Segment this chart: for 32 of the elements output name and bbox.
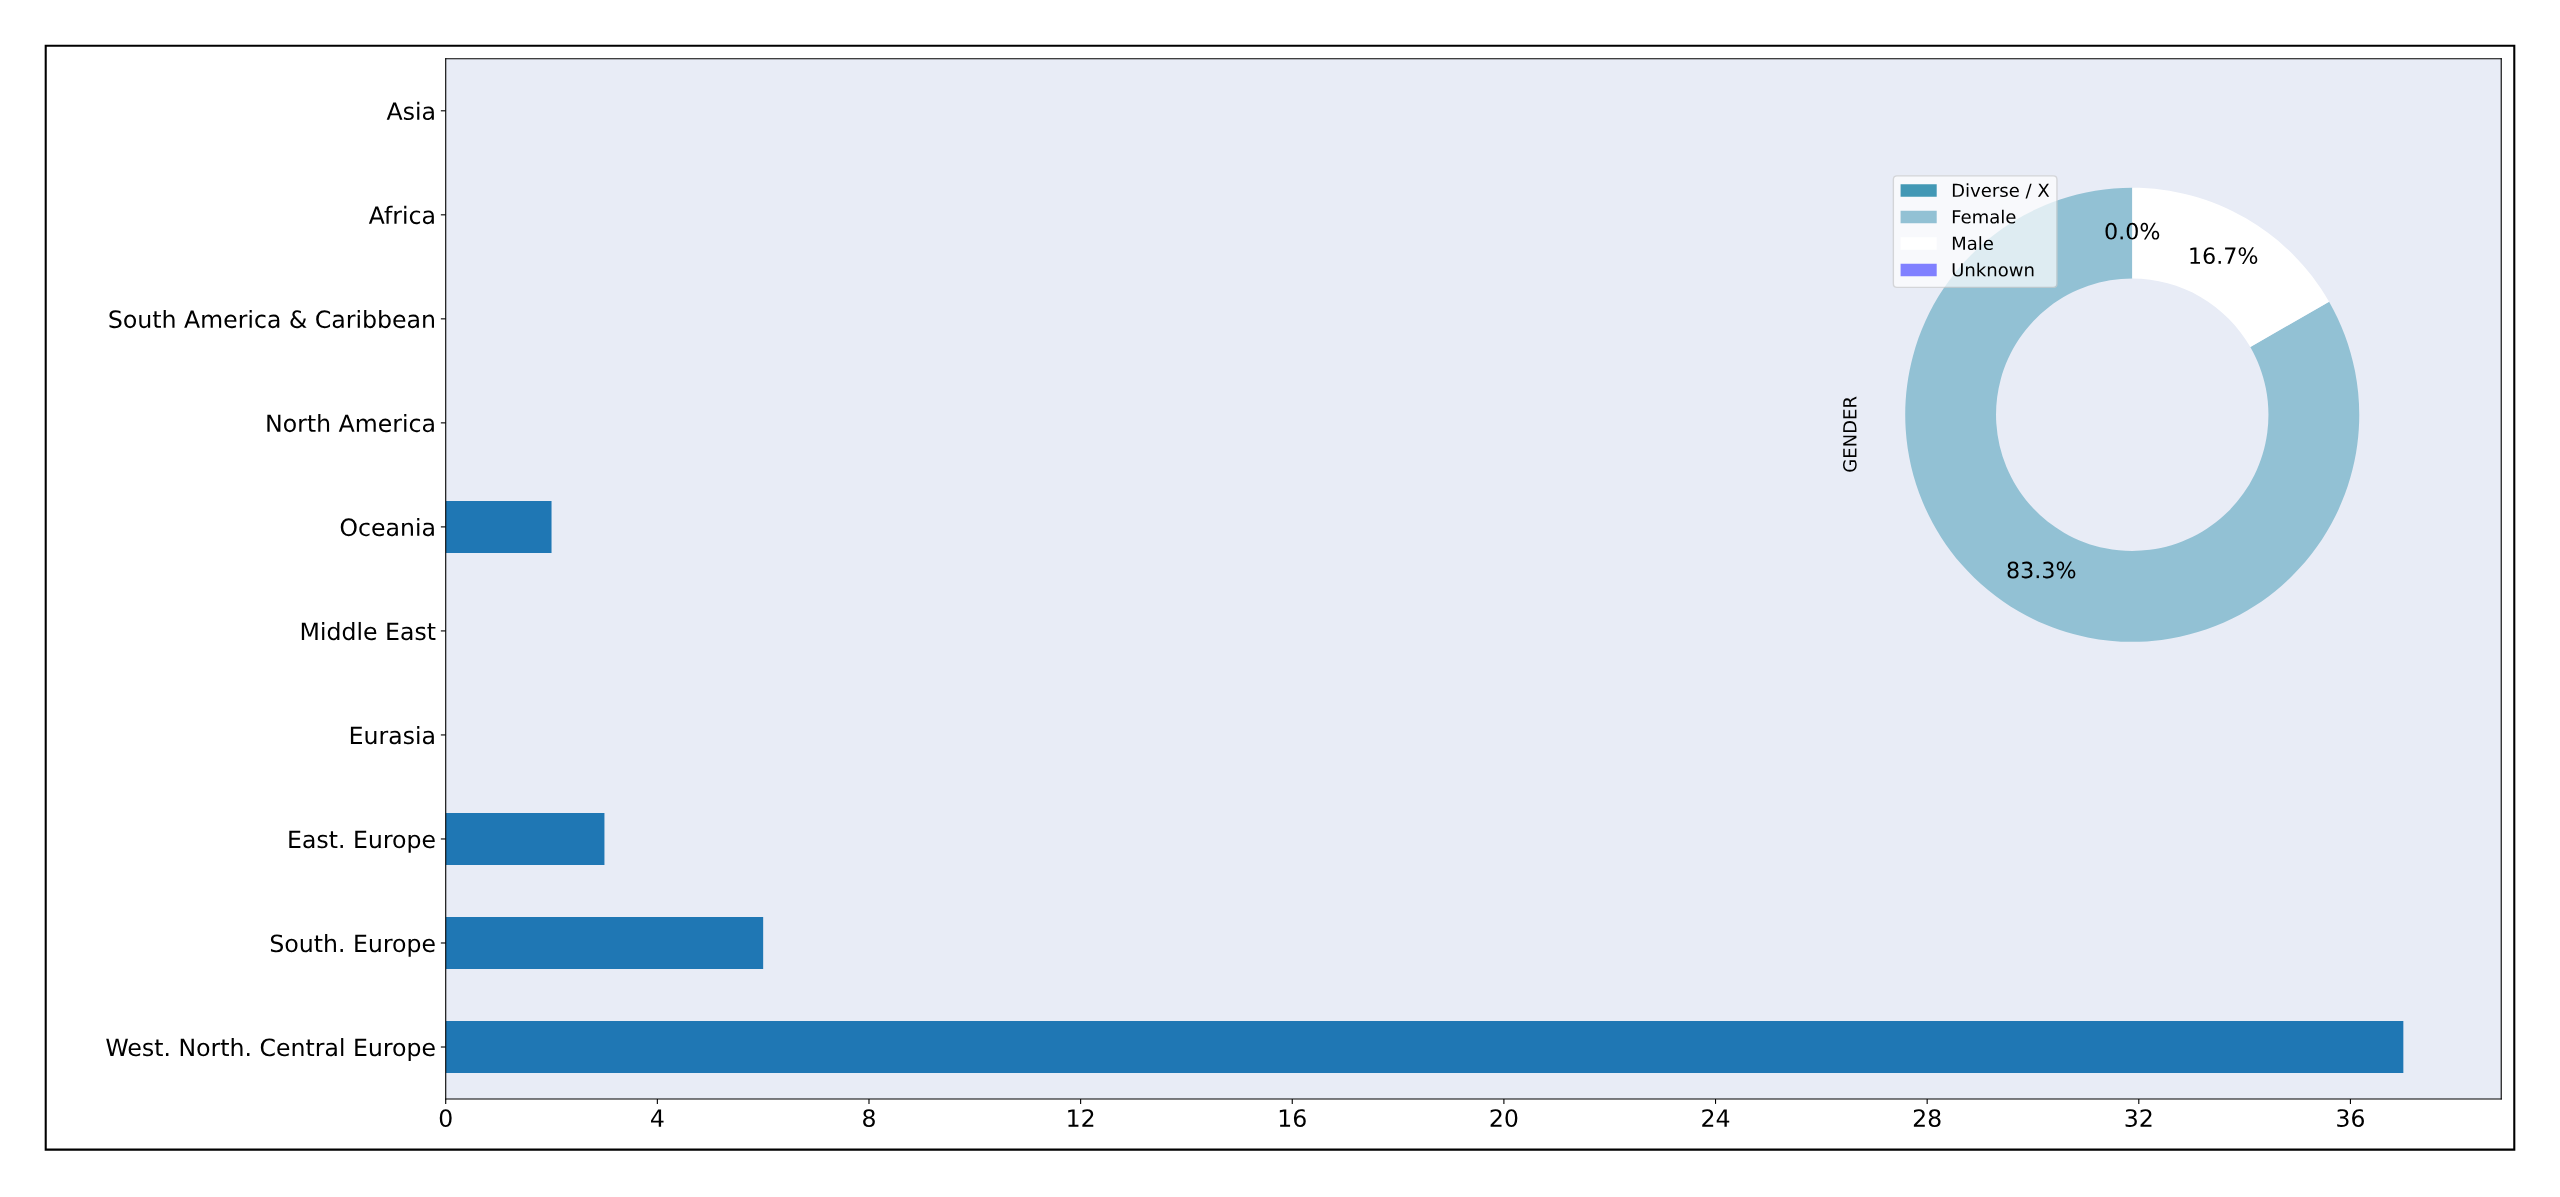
- y-tick-label: South America & Caribbean: [109, 309, 434, 329]
- x-tick-label: 0: [439, 1109, 452, 1128]
- bar: [445, 916, 764, 969]
- y-tick-label: North America: [267, 413, 434, 433]
- y-tick-label: Africa: [368, 205, 434, 225]
- y-tick-label: Middle East: [301, 621, 436, 641]
- text: 0.0%: [2105, 222, 2160, 240]
- x-tick-label: 32: [2125, 1109, 2152, 1128]
- x-tick-label: 20: [1490, 1109, 1518, 1128]
- data-label: 83.3%: [2007, 561, 2076, 579]
- x-tick-label: 4: [650, 1109, 664, 1127]
- y-tick-label: South. Europe: [270, 934, 435, 957]
- x-tick-label: 8: [863, 1109, 875, 1128]
- y-tick-label: East. Europe: [289, 830, 435, 853]
- legend-label: Female: [1952, 209, 2016, 224]
- y-tick-label: Eurasia: [350, 725, 434, 745]
- x-tick-label: 12: [1068, 1109, 1094, 1127]
- y-tick-label: Asia: [386, 101, 434, 121]
- bar: [445, 1021, 2404, 1074]
- x-tick-label: 28: [1913, 1109, 1941, 1128]
- data-label: 16.7%: [2190, 247, 2258, 265]
- y-tick-label: West. North. Central Europe: [106, 1038, 435, 1061]
- legend-label: Unknown: [1952, 262, 2034, 277]
- legend-label: Male: [1952, 236, 1993, 251]
- y-tick-label: Oceania: [340, 517, 434, 537]
- bar: [445, 812, 605, 865]
- x-tick-label: 24: [1702, 1109, 1730, 1127]
- text: GENDER: [1843, 396, 1857, 472]
- bar: [445, 500, 552, 553]
- legend-label: Diverse / X: [1952, 183, 2050, 199]
- x-tick-label: 16: [1279, 1109, 1306, 1128]
- x-tick-label: 36: [2337, 1109, 2364, 1128]
